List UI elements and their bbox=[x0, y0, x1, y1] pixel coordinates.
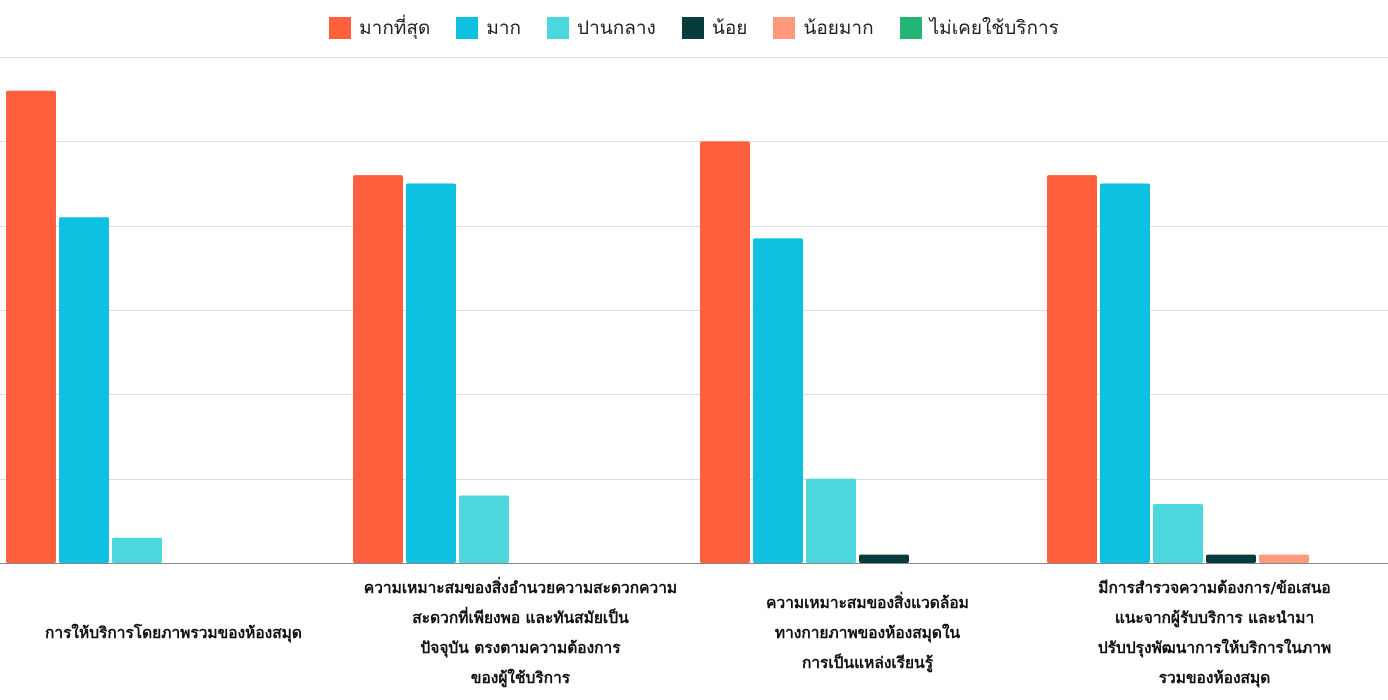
legend-label: น้อยมาก bbox=[803, 17, 874, 39]
legend-item: มาก bbox=[456, 13, 521, 43]
legend-label: มากที่สุด bbox=[359, 17, 431, 39]
legend-swatch bbox=[547, 17, 570, 39]
x-tick-label-text: การให้บริการโดยภาพรวมของห้องสมุด bbox=[45, 618, 302, 648]
bar bbox=[6, 90, 56, 563]
chart-legend: มากที่สุด มาก ปานกลาง น้อย น้อยมาก ไม่เคยใช้บ… bbox=[0, 0, 1388, 56]
x-tick-label: การให้บริการโดยภาพรวมของห้องสมุด bbox=[0, 568, 347, 698]
legend-swatch bbox=[329, 17, 352, 39]
x-tick-label-line: ทางกายภาพของห้องสมุดใน bbox=[774, 624, 961, 642]
x-tick-label-line: ของผู้ใช้บริการ bbox=[470, 669, 571, 687]
bar bbox=[1153, 503, 1203, 563]
legend-swatch bbox=[456, 17, 479, 39]
x-tick-label-line: ปรับปรุงพัฒนาการให้บริการในภาพ bbox=[1097, 639, 1332, 657]
legend-swatch bbox=[773, 17, 796, 39]
x-tick-label: มีการสำรวจความต้องการ/ข้อเสนอแนะจากผู้รั… bbox=[1041, 568, 1388, 698]
x-tick-label: ความเหมาะสมของสิ่งอำนวยความสะดวกความสะดว… bbox=[347, 568, 694, 698]
x-tick-label-line: มีการสำรวจความต้องการ/ข้อเสนอ bbox=[1098, 579, 1331, 597]
legend-item: มากที่สุด bbox=[329, 13, 430, 43]
x-tick-label-text: ความเหมาะสมของสิ่งอำนวยความสะดวกความสะดว… bbox=[364, 573, 677, 693]
x-tick-label-line: การเป็นแหล่งเรียนรู้ bbox=[801, 654, 934, 672]
legend-item: ไม่เคยใช้บริการ bbox=[899, 13, 1059, 43]
bar bbox=[1047, 175, 1097, 564]
x-tick-label-text: มีการสำรวจความต้องการ/ข้อเสนอแนะจากผู้รั… bbox=[1098, 573, 1331, 693]
legend-label: ไม่เคยใช้บริการ bbox=[929, 17, 1059, 39]
x-tick-label-line: รวมของห้องสมุด bbox=[1158, 669, 1271, 687]
x-tick-label-line: สะดวกที่เพียงพอ และทันสมัยเป็น bbox=[412, 609, 629, 627]
bar bbox=[1100, 183, 1150, 563]
x-tick-label-text: ความเหมาะสมของสิ่งแวดล้อมทางกายภาพของห้อ… bbox=[766, 588, 969, 678]
x-tick-label-line: การให้บริการโดยภาพรวมของห้องสมุด bbox=[45, 624, 302, 642]
bar bbox=[59, 217, 109, 563]
bar bbox=[459, 495, 509, 563]
bar bbox=[753, 238, 803, 564]
legend-label: ปานกลาง bbox=[577, 17, 656, 39]
x-tick-label-line: ความเหมาะสมของสิ่งอำนวยความสะดวกความ bbox=[363, 579, 678, 597]
bar bbox=[806, 478, 856, 563]
legend-item: ปานกลาง bbox=[547, 13, 656, 43]
bar bbox=[353, 175, 403, 564]
bar bbox=[406, 183, 456, 563]
x-tick-label-line: แนะจากผู้รับบริการ และนำมา bbox=[1114, 609, 1315, 627]
legend-label: มาก bbox=[486, 17, 522, 39]
bar bbox=[112, 537, 162, 563]
legend-item: น้อย bbox=[681, 13, 748, 43]
bar bbox=[700, 141, 750, 564]
x-tick-label-line: ปัจจุบัน ตรงตามความต้องการ bbox=[420, 639, 621, 657]
bar bbox=[859, 554, 909, 563]
legend-item: น้อยมาก bbox=[773, 13, 874, 43]
x-tick-label: ความเหมาะสมของสิ่งแวดล้อมทางกายภาพของห้อ… bbox=[694, 568, 1041, 698]
legend-swatch bbox=[899, 17, 922, 39]
bar bbox=[1259, 554, 1309, 563]
legend-swatch bbox=[681, 17, 704, 39]
legend-label: น้อย bbox=[711, 17, 748, 39]
x-tick-label-line: ความเหมาะสมของสิ่งแวดล้อม bbox=[766, 594, 969, 612]
bar bbox=[1206, 554, 1256, 563]
